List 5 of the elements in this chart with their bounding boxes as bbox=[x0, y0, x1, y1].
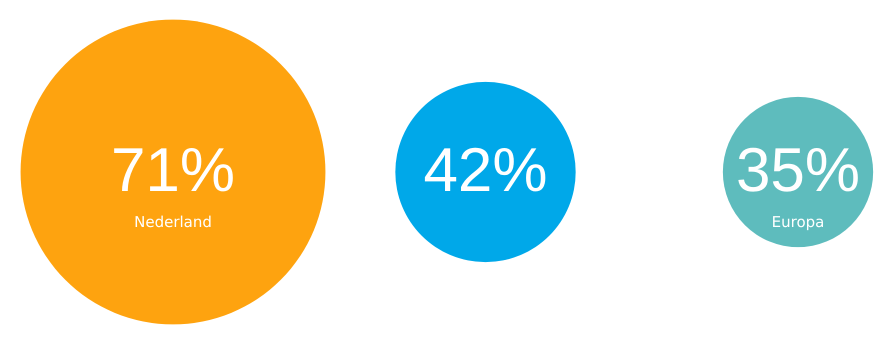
category-label: Europa bbox=[772, 213, 824, 231]
data-label: 35% bbox=[736, 136, 860, 205]
data-label: 71% bbox=[110, 136, 236, 205]
category-label: Nederland bbox=[134, 213, 212, 231]
data-label: 42% bbox=[423, 136, 548, 205]
